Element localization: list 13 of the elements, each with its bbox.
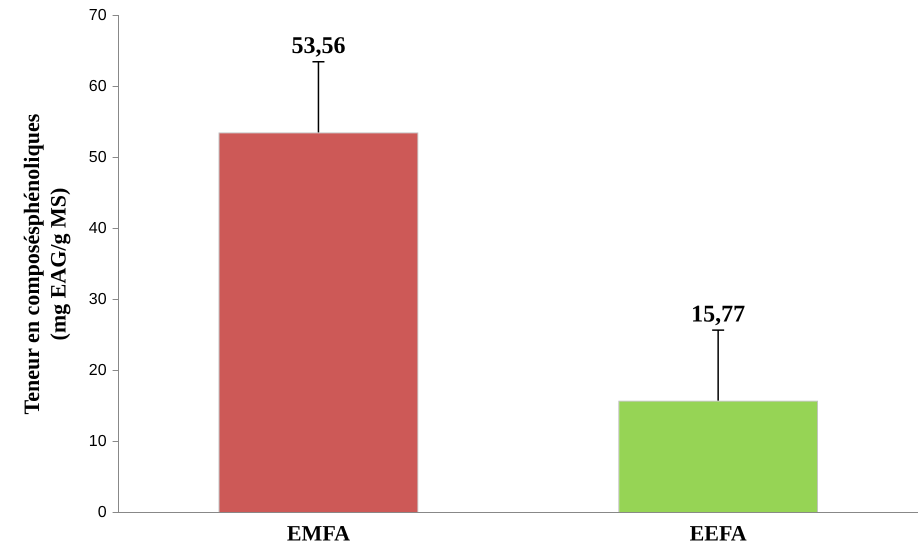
y-tick-label: 70	[88, 7, 107, 24]
x-tick-label: EMFA	[286, 520, 350, 546]
y-tick-label: 20	[88, 362, 107, 380]
y-axis-title: Teneur en composésphénoliques (mg EAG/g MS)	[18, 113, 70, 414]
data-label: 15,77	[691, 301, 746, 328]
y-tick-label: 50	[88, 149, 107, 166]
data-label: 53,56	[291, 32, 346, 59]
y-tick-label: 40	[88, 220, 107, 238]
y-tick-label: 30	[88, 291, 107, 308]
x-tick-label: EEFA	[690, 520, 747, 546]
y-tick-label: 0	[98, 504, 107, 522]
y-tick-label: 10	[88, 433, 107, 450]
y-tick-label: 60	[88, 78, 107, 96]
